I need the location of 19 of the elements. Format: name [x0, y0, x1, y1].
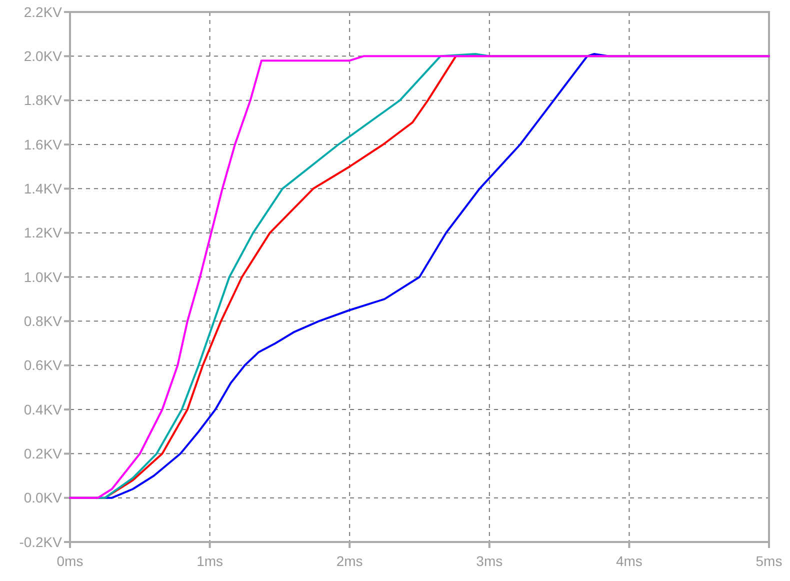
x-tick-label: 2ms	[336, 553, 363, 569]
y-tick-label: 1.4KV	[24, 180, 63, 197]
x-tick-label: 1ms	[196, 553, 224, 569]
y-tick-label: 2.2KV	[24, 4, 63, 20]
x-tick-label: 0ms	[56, 553, 84, 569]
y-tick-label: 1.0KV	[24, 268, 63, 285]
y-tick-label: 2.0KV	[24, 48, 63, 64]
y-tick-label: 1.6KV	[24, 136, 63, 152]
y-tick-label: 0.4KV	[24, 401, 63, 418]
y-tick-label: 0.6KV	[24, 357, 63, 374]
y-tick-label: 0.0KV	[24, 490, 63, 506]
x-tick-label: 4ms	[616, 553, 642, 569]
y-tick-label: -0.2KV	[19, 534, 63, 550]
x-tick-label: 5ms	[756, 553, 782, 569]
y-tick-label: 0.2KV	[24, 446, 63, 462]
y-tick-label: 1.2KV	[24, 224, 63, 241]
y-tick-label: 0.8KV	[24, 313, 63, 330]
x-tick-label: 3ms	[476, 553, 503, 569]
y-tick-label: 1.8KV	[24, 92, 63, 108]
